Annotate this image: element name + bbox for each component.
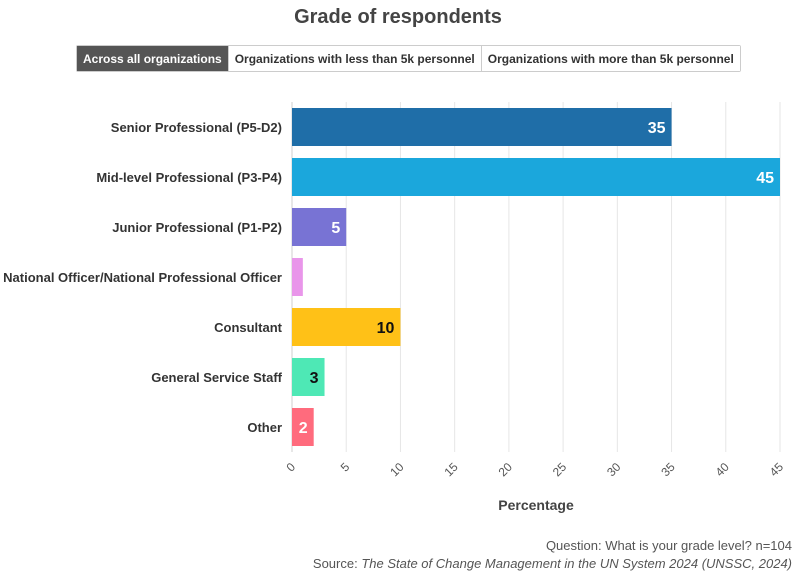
question-note: Question: What is your grade level? n=10… (545, 538, 792, 553)
x-tick-label: 45 (767, 460, 787, 480)
filter-tabs: Across all organizations Organizations w… (76, 45, 741, 72)
bar (292, 208, 347, 246)
data-label: 3 (310, 370, 319, 387)
tab-less-than-5k[interactable]: Organizations with less than 5k personne… (227, 46, 481, 71)
x-tick-label: 30 (604, 460, 624, 480)
bar (292, 158, 780, 196)
tab-more-than-5k[interactable]: Organizations with more than 5k personne… (480, 46, 740, 71)
x-tick-label: 0 (283, 460, 298, 475)
chart-title: Grade of respondents (294, 6, 502, 28)
x-tick-label: 20 (496, 460, 516, 480)
source-title: The State of Change Management in the UN… (361, 556, 792, 571)
bar (292, 258, 303, 296)
x-tick-label: 10 (387, 460, 407, 480)
data-label: 2 (299, 420, 308, 437)
bar (292, 408, 314, 446)
category-label: General Service Staff (151, 370, 282, 385)
category-label: Senior Professional (P5-D2) (111, 120, 282, 135)
bar (292, 108, 672, 146)
category-label: Junior Professional (P1-P2) (112, 220, 282, 235)
data-label: 35 (648, 120, 666, 137)
x-tick-label: 25 (550, 460, 570, 480)
x-tick-label: 5 (338, 460, 353, 475)
bar (292, 308, 401, 346)
data-label: 5 (331, 220, 340, 237)
category-label: Mid-level Professional (P3-P4) (96, 170, 282, 185)
source-prefix: Source: (312, 556, 362, 571)
category-label: Consultant (214, 320, 283, 335)
data-label: 45 (756, 170, 774, 187)
category-label: Other (247, 420, 282, 435)
tab-across-all-organizations[interactable]: Across all organizations (77, 46, 228, 71)
x-tick-label: 40 (713, 460, 733, 480)
category-label: National Officer/National Professional O… (3, 270, 282, 285)
x-tick-label: 15 (441, 460, 461, 480)
bar (292, 358, 325, 396)
source-note: Source: The State of Change Management i… (313, 556, 792, 571)
x-axis-title: Percentage (498, 497, 574, 513)
x-tick-label: 35 (658, 460, 678, 480)
data-label: 10 (377, 320, 395, 337)
